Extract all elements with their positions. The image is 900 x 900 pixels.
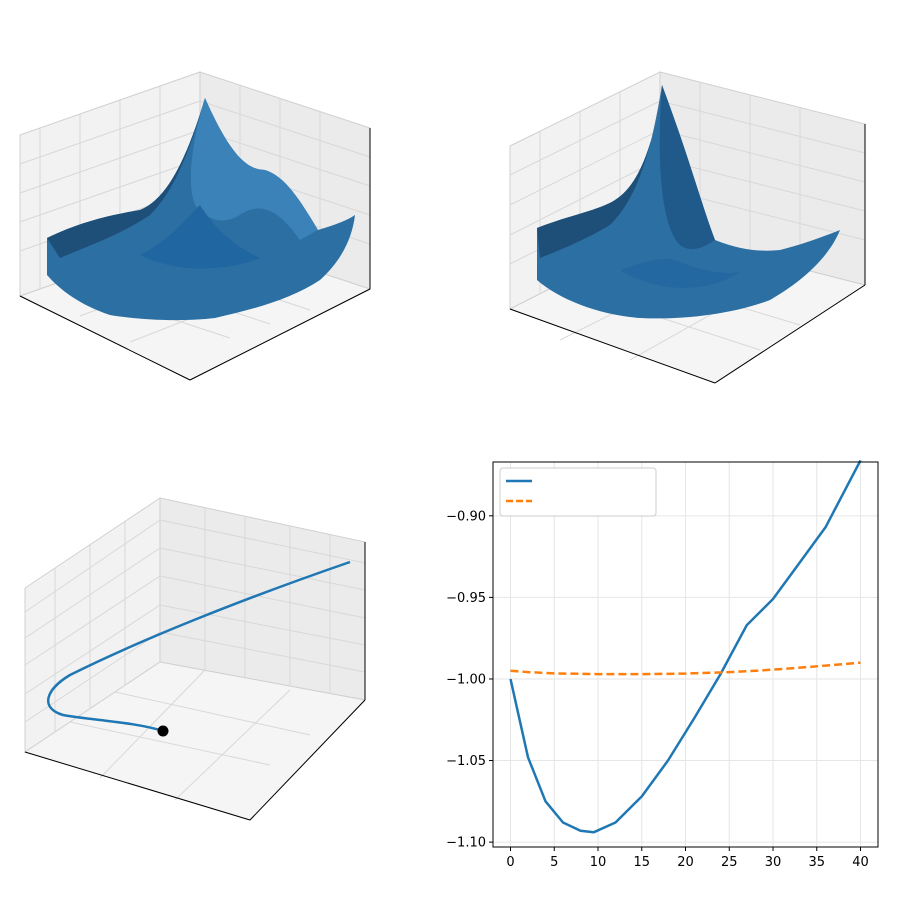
panel-b-surface-shadow bbox=[537, 85, 662, 258]
panel-a-y-axis bbox=[189, 288, 371, 381]
panel-d-ytick-label: −0.90 bbox=[446, 509, 486, 524]
panel-d-xtick-label: 0 bbox=[506, 855, 514, 870]
panel-d-ytick-label: −1.05 bbox=[446, 754, 486, 769]
panel-c-gridlines bbox=[24, 508, 366, 801]
panel-c-trajectory bbox=[46, 560, 351, 733]
panel-d-xtick-label: 15 bbox=[633, 855, 650, 870]
panel-b bbox=[508, 71, 867, 384]
panel-a-surface-highlight bbox=[190, 98, 318, 240]
panel-d: 0 5 10 15 20 25 30 35 40 −1.10 −1.05 −1.00 −0.95 −0.… bbox=[446, 459, 879, 870]
panel-d-xtick-label: 40 bbox=[852, 855, 869, 870]
panel-a-x-axis bbox=[19, 295, 191, 381]
panel-d-xtick-label: 20 bbox=[677, 855, 694, 870]
panel-b-x-axis bbox=[509, 308, 716, 384]
panel-a-surface-shadow bbox=[47, 98, 205, 258]
panel-d-xtick-label: 35 bbox=[808, 855, 825, 870]
panel-d-ytick-label: −0.95 bbox=[446, 591, 486, 606]
panel-d-series bbox=[509, 459, 862, 834]
panel-d-xtick-label: 30 bbox=[765, 855, 782, 870]
panel-a-surface-ridge bbox=[140, 205, 260, 269]
panel-a bbox=[18, 71, 372, 381]
panel-c-x-axis bbox=[24, 751, 251, 821]
panel-c bbox=[23, 497, 367, 821]
panel-d-yticks: −1.10 −1.05 −1.00 −0.95 −0.90 bbox=[446, 509, 493, 851]
panel-d-ytick-label: −1.10 bbox=[446, 836, 486, 851]
panel-b-surface-fold bbox=[659, 85, 715, 250]
panel-d-legend bbox=[499, 467, 657, 517]
panel-d-series-h-line bbox=[510, 661, 861, 676]
panel-d-series-c-line bbox=[509, 459, 862, 834]
panel-d-xticks: 0 5 10 15 20 25 30 35 40 bbox=[506, 847, 869, 870]
panel-c-start-point bbox=[157, 725, 169, 737]
panel-d-gridlines bbox=[493, 462, 878, 847]
panel-b-y-axis bbox=[714, 284, 866, 384]
panel-d-legend-box bbox=[499, 467, 657, 517]
panel-d-xtick-label: 25 bbox=[721, 855, 738, 870]
panel-c-y-axis bbox=[249, 699, 366, 821]
panel-b-surface-ridge bbox=[620, 258, 740, 288]
panel-d-xtick-label: 5 bbox=[550, 855, 558, 870]
panel-d-xtick-label: 10 bbox=[590, 855, 607, 870]
panel-d-ytick-label: −1.00 bbox=[446, 672, 486, 687]
